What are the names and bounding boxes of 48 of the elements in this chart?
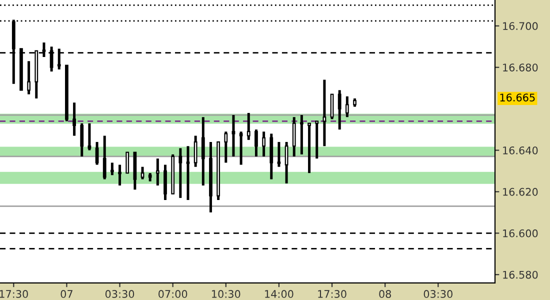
candlestick	[322, 78, 326, 148]
x-tick-label: 10:30	[212, 290, 240, 298]
candlestick	[194, 134, 198, 168]
candlestick	[140, 166, 144, 181]
candlestick	[178, 146, 182, 200]
candlestick	[186, 144, 190, 202]
x-tick-label: 14:00	[265, 290, 294, 298]
candlestick	[262, 130, 266, 158]
candlestick	[72, 101, 76, 137]
y-tick-label: 16.620	[503, 188, 538, 196]
candlestick	[88, 122, 92, 152]
x-tick-label: 17:30	[0, 290, 28, 298]
candlestick	[292, 116, 296, 158]
candlestick	[80, 122, 84, 158]
candlestick	[315, 120, 319, 160]
y-tick-label: 16.680	[503, 64, 538, 72]
candlestick	[330, 93, 334, 120]
candlestick	[126, 152, 130, 174]
y-tick-label: 16.700	[503, 22, 538, 30]
y-tick-label: 16.600	[503, 229, 538, 238]
annotation: 16.665	[500, 94, 535, 102]
candlestick	[232, 114, 236, 158]
candlestick	[284, 140, 288, 185]
x-tick-label: 07	[60, 290, 72, 298]
x-tick-label: 17:30	[318, 290, 346, 298]
candlestick	[95, 140, 99, 166]
x-tick-label: 08	[379, 290, 391, 298]
candlestick	[338, 88, 342, 131]
candlestick	[118, 164, 122, 187]
x-tick-label: 03:30	[105, 290, 134, 298]
candlestick	[246, 112, 250, 142]
candlestick	[110, 161, 114, 176]
x-tick-label: 07:00	[158, 290, 188, 298]
candlestick	[201, 116, 205, 187]
candlestick	[224, 130, 228, 164]
candlestick	[156, 157, 160, 187]
candlestick	[308, 122, 311, 174]
y-tick-label: 16.640	[503, 146, 538, 154]
candlestick	[254, 128, 258, 158]
candlestick	[345, 95, 349, 118]
candlestick	[300, 114, 304, 156]
candlestick	[102, 134, 106, 181]
x-tick-label: 03:30	[424, 290, 452, 298]
y-tick-label: 16.580	[503, 270, 538, 279]
candlestick	[164, 164, 167, 202]
candlestick	[239, 130, 243, 166]
candlestick	[277, 140, 281, 168]
candlestick	[27, 60, 30, 96]
